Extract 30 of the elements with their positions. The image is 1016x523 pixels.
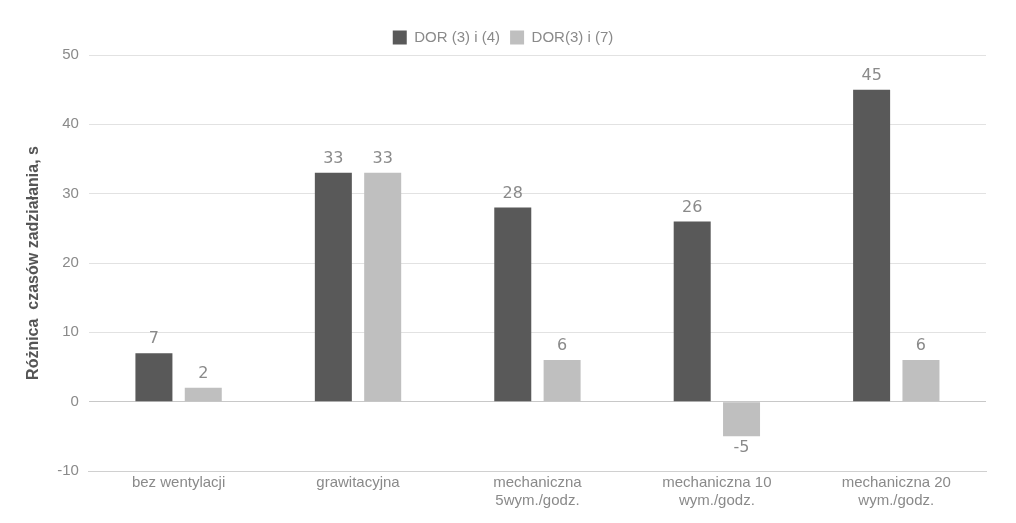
y-axis-title: Różnica czasów zadziałania, s [24, 145, 42, 380]
x-tick-label: mechaniczna 20 wym./godz. [841, 473, 951, 509]
legend-label: DOR (3) i (4) [414, 27, 501, 45]
data-label: -5 [733, 437, 750, 457]
data-label: 28 [502, 182, 523, 202]
bar [853, 89, 891, 402]
x-tick-label: bez wentylacji [131, 473, 226, 491]
bar [673, 221, 711, 402]
y-tick-label: 20 [62, 253, 79, 271]
y-tick-label: 0 [70, 391, 79, 409]
data-label: 7 [148, 328, 160, 348]
bar [135, 353, 173, 402]
data-label: 2 [198, 362, 209, 382]
data-label: 6 [557, 335, 568, 355]
x-tick-label: mechaniczna 10 wym./godz. [662, 473, 772, 509]
x-tick-label: grawitacyjna [316, 473, 401, 491]
y-tick-label: 50 [62, 45, 79, 63]
data-label: 26 [682, 196, 703, 216]
y-tick-label: 40 [62, 114, 79, 132]
data-label: 6 [915, 335, 927, 355]
legend-label: DOR(3) i (7) [531, 27, 614, 45]
data-label: 33 [372, 148, 393, 168]
y-tick-label: -10 [57, 461, 79, 479]
y-tick-label: 30 [62, 183, 79, 201]
bar [494, 207, 532, 402]
data-label: 45 [861, 64, 882, 84]
y-tick-label: 10 [62, 322, 79, 340]
x-tick-label: mechaniczna 5wym./godz. [493, 473, 583, 509]
data-label: 33 [323, 148, 344, 168]
bar [314, 172, 352, 402]
